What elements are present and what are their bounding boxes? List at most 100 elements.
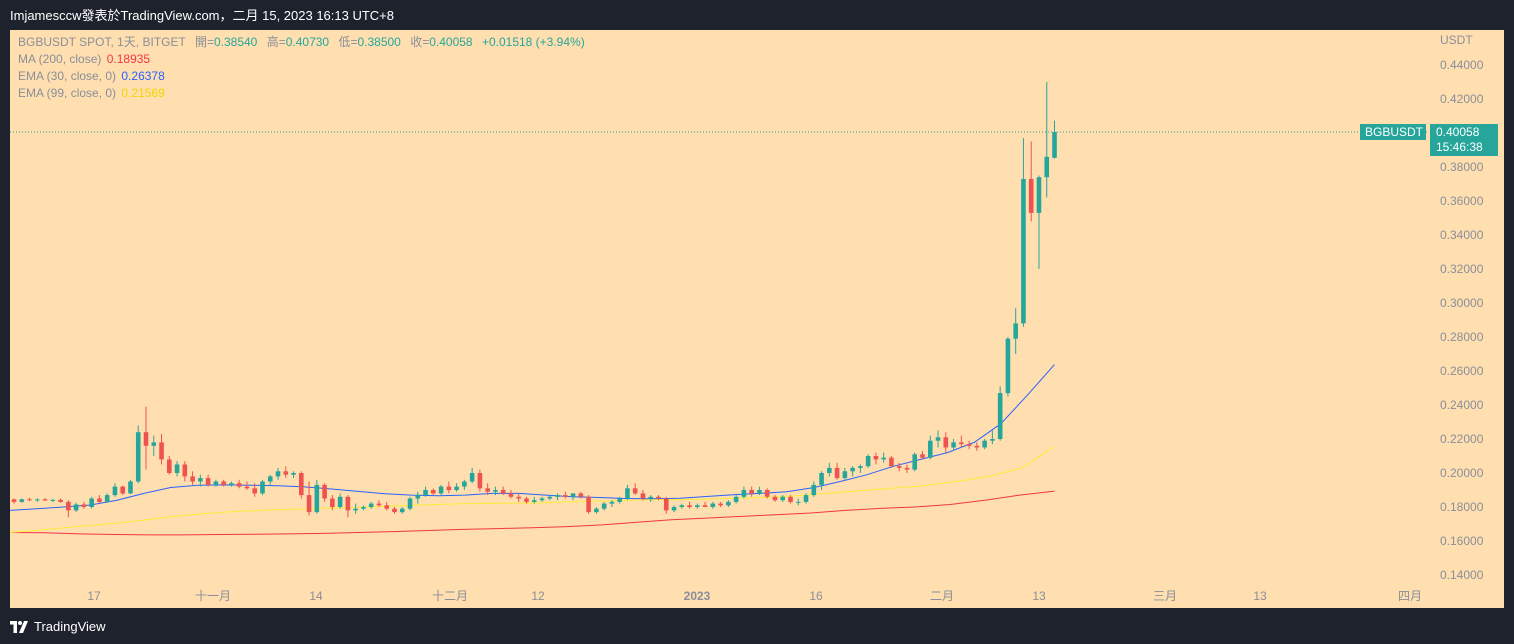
- candle-body: [1005, 338, 1011, 394]
- candle-body: [990, 439, 995, 441]
- y-tick-label: 0.42000: [1440, 92, 1484, 106]
- chart-legend: BGBUSDT SPOT, 1天, BITGET 開=0.38540 高=0.4…: [18, 34, 585, 102]
- ema99-line: [10, 445, 1055, 533]
- price-tag-value: 0.40058: [1436, 125, 1480, 139]
- candle-body: [399, 508, 405, 513]
- ema30-line: [10, 364, 1055, 511]
- ma200-value: 0.18935: [106, 52, 151, 66]
- footer-brand: TradingView: [10, 616, 106, 638]
- candle-body: [213, 481, 219, 485]
- candle-body: [236, 483, 242, 487]
- y-tick-label: 0.24000: [1440, 398, 1484, 412]
- ema30-value: 0.26378: [121, 69, 165, 83]
- candle-body: [97, 498, 102, 502]
- y-tick-label: 0.44000: [1440, 58, 1484, 72]
- ma200-label: MA (200, close): [18, 52, 102, 66]
- candle-body: [547, 496, 553, 499]
- candle-body: [858, 466, 863, 468]
- x-tick-label: 16: [809, 589, 823, 603]
- candle-body: [609, 501, 615, 504]
- candle-body: [275, 471, 281, 477]
- candle-body: [570, 493, 576, 497]
- ma200-line: [10, 490, 1055, 536]
- candle-body: [524, 498, 529, 502]
- candle-body: [927, 440, 933, 458]
- candle-body: [322, 484, 327, 499]
- candle-body: [687, 505, 692, 507]
- candle-body: [920, 454, 925, 458]
- low-value: 0.38500: [357, 35, 401, 49]
- candle-body: [780, 496, 786, 501]
- candle-body: [143, 432, 149, 446]
- x-tick-label: 十二月: [432, 589, 468, 603]
- candle-body: [485, 488, 490, 492]
- candle-body: [757, 490, 762, 494]
- close-label: 收=: [410, 35, 430, 49]
- candle-body: [539, 498, 545, 501]
- candle-body: [508, 493, 514, 497]
- candle-body: [702, 505, 708, 507]
- candle-body: [361, 507, 366, 509]
- candle-body: [50, 499, 56, 501]
- candle-body: [314, 484, 320, 513]
- y-tick-label: 0.32000: [1440, 262, 1484, 276]
- candle-body: [267, 476, 273, 482]
- candle-body: [563, 495, 568, 497]
- symbol-label: BGBUSDT SPOT, 1天, BITGET: [18, 35, 186, 49]
- ema99-legend-row: EMA (99, close, 0) 0.21569: [18, 85, 585, 102]
- ma200-legend-row: MA (200, close) 0.18935: [18, 51, 585, 68]
- x-tick-label: 三月: [1153, 589, 1177, 603]
- candle-body: [881, 457, 886, 460]
- candle-body: [663, 498, 669, 511]
- candle-body: [632, 488, 638, 494]
- candle-body: [469, 473, 475, 482]
- candle-body: [827, 467, 832, 473]
- candle-body: [710, 503, 716, 507]
- candle-body: [252, 488, 258, 494]
- candle-body: [159, 442, 164, 460]
- candle-body: [42, 499, 48, 501]
- candle-body: [772, 496, 778, 501]
- candle-body: [671, 507, 677, 511]
- candle-body: [803, 495, 809, 502]
- candle-body: [1052, 132, 1057, 158]
- candle-body: [873, 456, 879, 460]
- candle-body: [89, 498, 94, 507]
- candle-body: [555, 495, 560, 497]
- candle-body: [788, 496, 793, 502]
- price-chart[interactable]: USDT0.440000.420000.400000.380000.360000…: [10, 30, 1504, 608]
- candle-body: [330, 498, 335, 507]
- candle-body: [462, 481, 467, 487]
- x-tick-label: 二月: [930, 589, 954, 603]
- x-tick-label: 13: [1253, 589, 1267, 603]
- candle-body: [205, 478, 211, 485]
- y-tick-label: 0.20000: [1440, 466, 1484, 480]
- candle-body: [493, 490, 498, 492]
- candle-body: [982, 440, 987, 448]
- candle-body: [34, 499, 40, 501]
- candle-body: [997, 393, 1003, 439]
- candle-body: [384, 505, 390, 509]
- candle-body: [299, 473, 304, 496]
- candle-body: [407, 498, 413, 509]
- candle-body: [842, 471, 848, 479]
- candle-body: [66, 501, 71, 511]
- candle-body: [1028, 178, 1034, 213]
- candle-body: [151, 442, 157, 446]
- chart-panel[interactable]: USDT0.440000.420000.400000.380000.360000…: [10, 30, 1504, 608]
- candle-body: [104, 495, 110, 502]
- candle-body: [112, 486, 118, 496]
- candle-body: [120, 486, 126, 494]
- symbol-legend-row: BGBUSDT SPOT, 1天, BITGET 開=0.38540 高=0.4…: [18, 34, 585, 51]
- candle-body: [594, 508, 599, 513]
- candle-body: [943, 437, 949, 448]
- x-tick-label: 2023: [684, 589, 711, 603]
- high-value: 0.40730: [285, 35, 330, 49]
- candle-body: [834, 467, 840, 479]
- candle-body: [795, 501, 801, 503]
- candle-body: [601, 503, 607, 509]
- candle-body: [1021, 178, 1026, 324]
- candle-body: [656, 496, 661, 499]
- open-label: 開=: [194, 35, 214, 49]
- candle-body: [182, 464, 188, 477]
